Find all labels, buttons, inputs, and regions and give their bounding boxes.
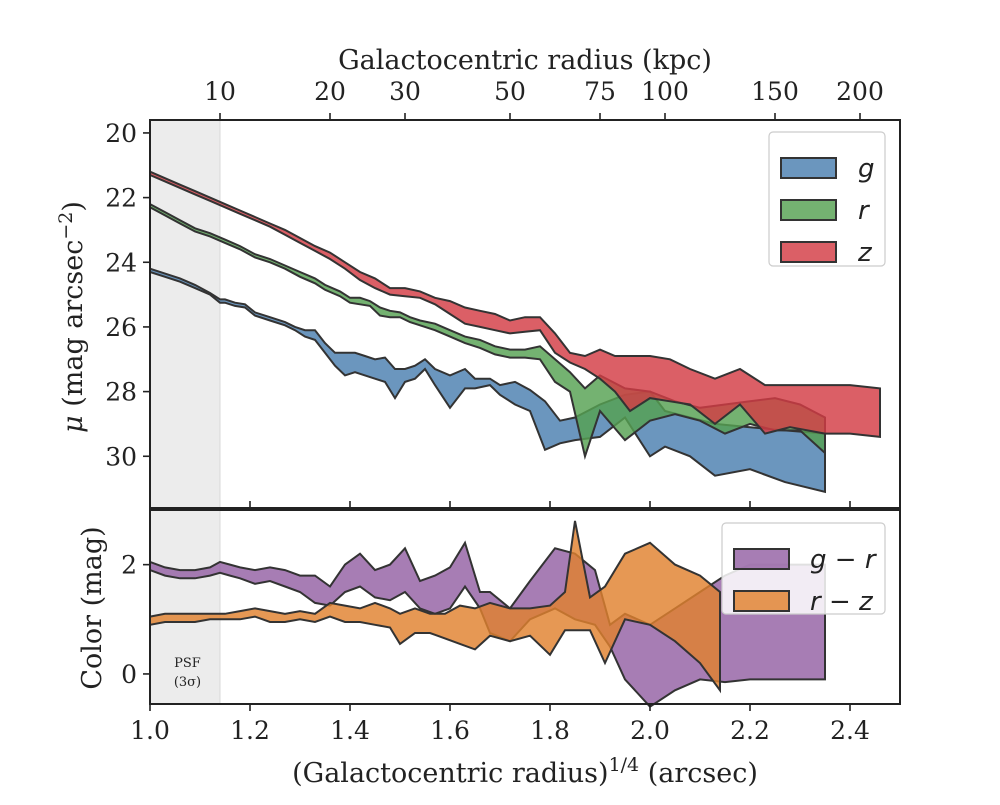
- color-panel: 0 2 1.0 1.2 1.4 1.6 1.8 2.0 2.2 2.4 g − r r − z P…: [121, 509, 901, 745]
- mu-legend-swatch-z: [780, 241, 837, 263]
- mu-tick-label: 30: [105, 442, 137, 471]
- mu-tick-label: 22: [105, 184, 137, 213]
- x-tick-label: 1.4: [330, 716, 370, 745]
- color-tick-label: 0: [121, 660, 137, 689]
- x-tick-label: 1.8: [530, 716, 570, 745]
- mu-legend-swatch-g: [780, 157, 837, 179]
- kpc-tick-label: 10: [204, 77, 236, 106]
- top-axis-title: Galactocentric radius (kpc): [338, 45, 712, 76]
- kpc-tick-label: 50: [494, 77, 526, 106]
- surface-brightness-frame: [149, 119, 901, 509]
- color-psf-region: [150, 510, 220, 704]
- x-tick-label: 1.2: [230, 716, 270, 745]
- x-tick-label: 1.6: [430, 716, 470, 745]
- surface-brightness-panel: 20 22 24 26 28 30 10 20 30 50 75 100 150 200 grz: [105, 77, 901, 509]
- mu-tick-label: 24: [105, 248, 137, 277]
- color-legend-swatch-g-r: [733, 548, 790, 570]
- kpc-tick-label: 100: [641, 77, 689, 106]
- x-axis-title-main: (Galactocentric radius): [292, 758, 608, 789]
- x-tick-label: 1.0: [130, 716, 170, 745]
- color-frame: [149, 509, 901, 705]
- color-legend-swatch-r-z: [733, 590, 790, 612]
- mu-legend-swatch-r: [780, 199, 837, 221]
- mu-legend-label-r: r: [858, 196, 871, 226]
- mu-tick-label: 20: [105, 119, 137, 148]
- mu-series-g-band: [149, 267, 826, 494]
- mu-series-z-band: [149, 170, 881, 439]
- kpc-tick-label: 75: [584, 77, 616, 106]
- color-legend-label-r-z: r − z: [810, 587, 874, 617]
- mu-unit-text: (mag arcsec: [58, 240, 89, 416]
- mu-unit-close: ): [58, 201, 89, 212]
- kpc-tick-label: 150: [751, 77, 799, 106]
- color-axis-title: Color (mag): [77, 526, 108, 689]
- mu-legend-label-z: z: [857, 238, 873, 268]
- color-legend-label-g-r: g − r: [810, 545, 878, 575]
- mu-symbol: μ: [58, 415, 89, 433]
- mu-tick-label: 28: [105, 378, 137, 407]
- psf-sigma-label: (3σ): [174, 675, 201, 690]
- mu-series-r-band: [149, 202, 826, 460]
- color-tick-label: 2: [121, 551, 137, 580]
- x-axis-title-unit: (arcsec): [639, 758, 758, 789]
- kpc-tick-label: 200: [836, 77, 884, 106]
- x-axis-title: (Galactocentric radius)1/4 (arcsec): [292, 754, 758, 789]
- mu-unit-exponent: −2: [55, 212, 77, 240]
- mu-tick-label: 26: [105, 313, 137, 342]
- x-axis-title-exponent: 1/4: [609, 754, 640, 776]
- x-tick-label: 2.4: [830, 716, 870, 745]
- surface-brightness-axis-title: μ (mag arcsec−2): [55, 201, 89, 433]
- x-tick-label: 2.0: [630, 716, 670, 745]
- x-tick-label: 2.2: [730, 716, 770, 745]
- kpc-tick-label: 30: [389, 77, 421, 106]
- color-series-r-z-band: [149, 520, 721, 694]
- surface-brightness-psf-region: [150, 120, 220, 508]
- mu-legend-label-g: g: [858, 154, 875, 184]
- psf-label: PSF: [174, 656, 201, 671]
- kpc-tick-label: 20: [314, 77, 346, 106]
